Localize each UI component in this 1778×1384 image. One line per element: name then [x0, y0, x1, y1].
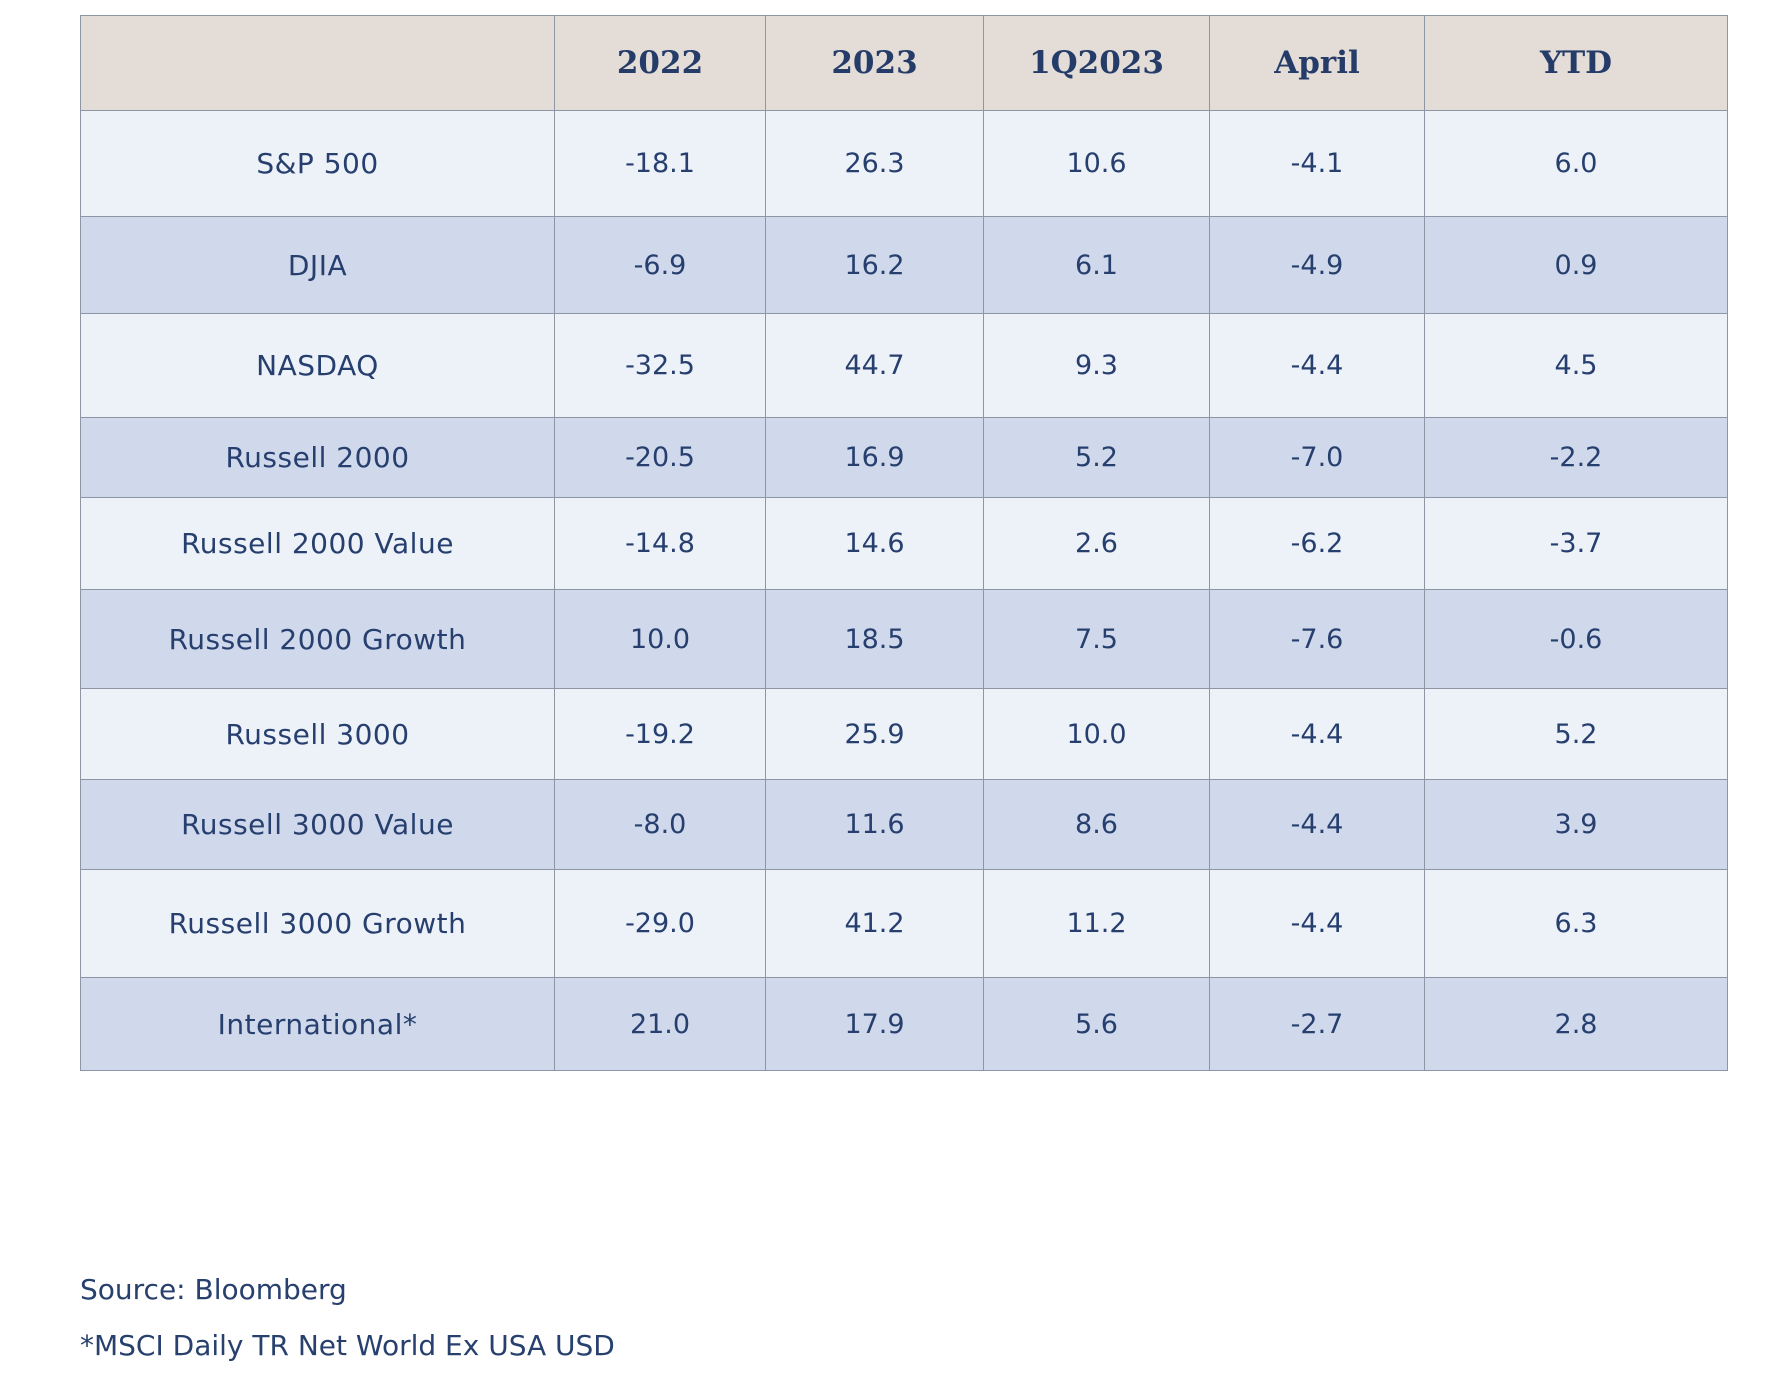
cell-2023: 17.9	[765, 977, 984, 1071]
cell-2022: 10.0	[554, 589, 766, 689]
cell-april: -4.9	[1209, 216, 1425, 314]
cell-april: -4.1	[1209, 110, 1425, 217]
cell-april: -7.6	[1209, 589, 1425, 689]
table-row: Russell 2000 -20.5 16.9 5.2 -7.0 -2.2	[80, 417, 1728, 498]
cell-1q2023: 6.1	[983, 216, 1210, 314]
index-returns-table: 2022 2023 1Q2023 April YTD S&P 500 -18.1…	[80, 15, 1728, 1071]
cell-1q2023: 8.6	[983, 779, 1210, 870]
cell-2023: 26.3	[765, 110, 984, 217]
cell-april: -4.4	[1209, 869, 1425, 978]
row-label: Russell 3000	[80, 688, 555, 780]
row-label: Russell 2000 Growth	[80, 589, 555, 689]
table-row: Russell 2000 Value -14.8 14.6 2.6 -6.2 -…	[80, 497, 1728, 590]
cell-ytd: 4.5	[1424, 313, 1728, 418]
cell-1q2023: 10.6	[983, 110, 1210, 217]
cell-april: -6.2	[1209, 497, 1425, 590]
table-notes: Source: Bloomberg *MSCI Daily TR Net Wor…	[80, 1262, 615, 1374]
cell-2023: 18.5	[765, 589, 984, 689]
row-label: S&P 500	[80, 110, 555, 217]
cell-april: -2.7	[1209, 977, 1425, 1071]
cell-ytd: 6.3	[1424, 869, 1728, 978]
header-2023: 2023	[765, 15, 984, 111]
cell-ytd: -2.2	[1424, 417, 1728, 498]
cell-2022: 21.0	[554, 977, 766, 1071]
footnote: *MSCI Daily TR Net World Ex USA USD	[80, 1329, 615, 1362]
cell-april: -7.0	[1209, 417, 1425, 498]
cell-1q2023: 2.6	[983, 497, 1210, 590]
table-row: DJIA -6.9 16.2 6.1 -4.9 0.9	[80, 216, 1728, 314]
cell-2023: 44.7	[765, 313, 984, 418]
cell-april: -4.4	[1209, 779, 1425, 870]
table-body: S&P 500 -18.1 26.3 10.6 -4.1 6.0 DJIA -6…	[80, 110, 1728, 1071]
cell-1q2023: 10.0	[983, 688, 1210, 780]
cell-2022: -6.9	[554, 216, 766, 314]
row-label: International*	[80, 977, 555, 1071]
row-label: NASDAQ	[80, 313, 555, 418]
cell-ytd: -0.6	[1424, 589, 1728, 689]
table-row: NASDAQ -32.5 44.7 9.3 -4.4 4.5	[80, 313, 1728, 418]
cell-2022: -29.0	[554, 869, 766, 978]
cell-1q2023: 9.3	[983, 313, 1210, 418]
cell-april: -4.4	[1209, 313, 1425, 418]
table-header: 2022 2023 1Q2023 April YTD	[80, 15, 1728, 111]
cell-april: -4.4	[1209, 688, 1425, 780]
header-2022: 2022	[554, 15, 766, 111]
header-ytd: YTD	[1424, 15, 1728, 111]
cell-ytd: 5.2	[1424, 688, 1728, 780]
cell-ytd: 6.0	[1424, 110, 1728, 217]
cell-2023: 11.6	[765, 779, 984, 870]
header-april: April	[1209, 15, 1425, 111]
cell-ytd: -3.7	[1424, 497, 1728, 590]
cell-2023: 16.2	[765, 216, 984, 314]
cell-2023: 14.6	[765, 497, 984, 590]
index-returns-table-wrapper: 2022 2023 1Q2023 April YTD S&P 500 -18.1…	[80, 15, 1728, 1071]
row-label: DJIA	[80, 216, 555, 314]
cell-1q2023: 5.2	[983, 417, 1210, 498]
cell-2022: -18.1	[554, 110, 766, 217]
row-label: Russell 3000 Value	[80, 779, 555, 870]
header-1q2023: 1Q2023	[983, 15, 1210, 111]
cell-2023: 41.2	[765, 869, 984, 978]
table-row: S&P 500 -18.1 26.3 10.6 -4.1 6.0	[80, 110, 1728, 217]
table-row: International* 21.0 17.9 5.6 -2.7 2.8	[80, 977, 1728, 1071]
cell-2022: -20.5	[554, 417, 766, 498]
row-label: Russell 2000 Value	[80, 497, 555, 590]
cell-2022: -32.5	[554, 313, 766, 418]
header-row: 2022 2023 1Q2023 April YTD	[80, 15, 1728, 111]
cell-ytd: 0.9	[1424, 216, 1728, 314]
cell-ytd: 3.9	[1424, 779, 1728, 870]
table-row: Russell 3000 -19.2 25.9 10.0 -4.4 5.2	[80, 688, 1728, 780]
row-label: Russell 2000	[80, 417, 555, 498]
row-label: Russell 3000 Growth	[80, 869, 555, 978]
table-row: Russell 2000 Growth 10.0 18.5 7.5 -7.6 -…	[80, 589, 1728, 689]
cell-2022: -14.8	[554, 497, 766, 590]
cell-2023: 16.9	[765, 417, 984, 498]
source-note: Source: Bloomberg	[80, 1273, 347, 1306]
cell-1q2023: 11.2	[983, 869, 1210, 978]
cell-ytd: 2.8	[1424, 977, 1728, 1071]
table-row: Russell 3000 Growth -29.0 41.2 11.2 -4.4…	[80, 869, 1728, 978]
table-row: Russell 3000 Value -8.0 11.6 8.6 -4.4 3.…	[80, 779, 1728, 870]
cell-2022: -19.2	[554, 688, 766, 780]
cell-1q2023: 5.6	[983, 977, 1210, 1071]
header-index-column	[80, 15, 555, 111]
cell-1q2023: 7.5	[983, 589, 1210, 689]
cell-2023: 25.9	[765, 688, 984, 780]
cell-2022: -8.0	[554, 779, 766, 870]
